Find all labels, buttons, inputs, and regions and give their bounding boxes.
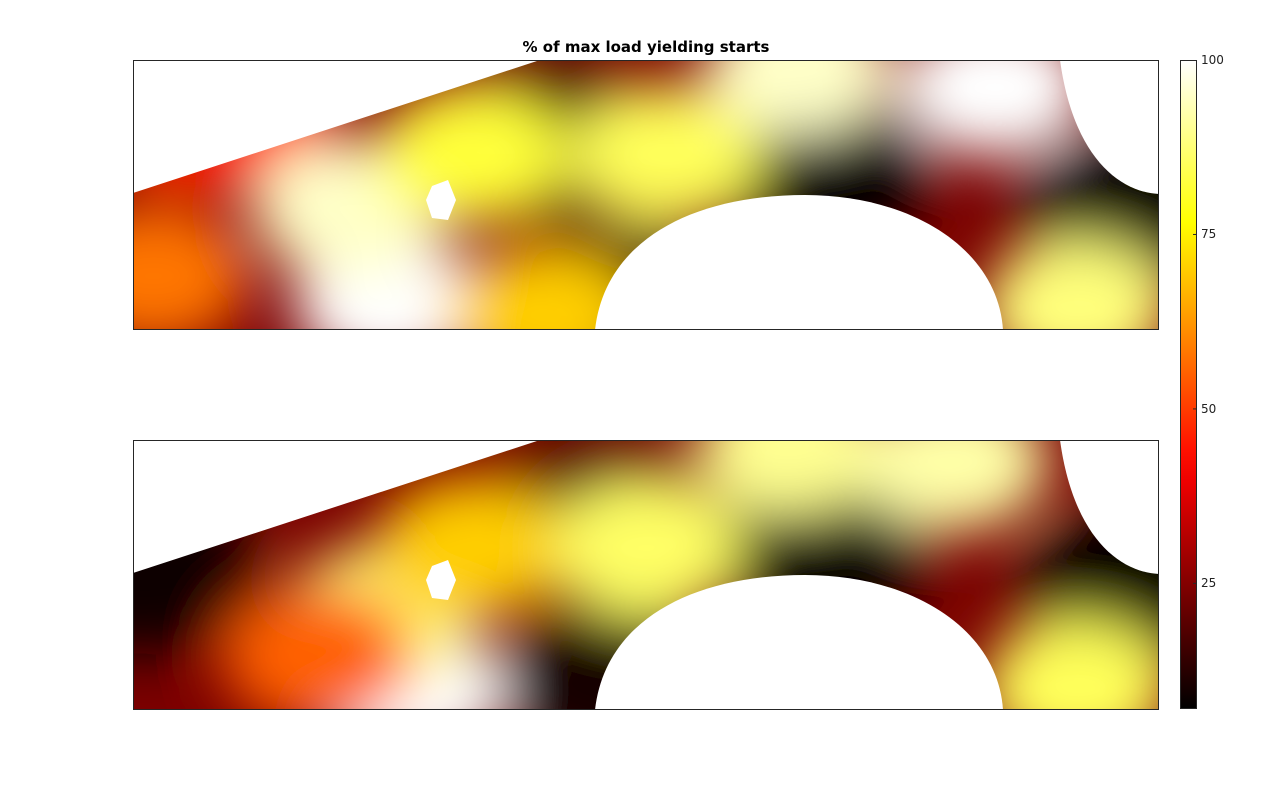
hotspot-11 [981,618,1159,710]
colorbar-tick-label: 75 [1201,227,1217,242]
heatmap-svg-1 [133,440,1159,710]
hotspot-10 [858,440,1049,532]
cutout-2 [1060,60,1159,194]
hotspot-13 [133,206,249,330]
axes-box [133,60,1159,330]
heatmap-panel-top [133,60,1159,330]
cutout-2 [1060,440,1159,574]
cutout-0 [133,60,540,193]
hotspot-11 [981,238,1159,330]
hotspot-7 [376,84,567,225]
hotspot-9 [704,60,895,136]
cutout-0 [133,440,540,573]
colorbar-svg [1180,59,1197,709]
cutout-1 [595,195,1003,330]
chart-title: % of max load yielding starts [522,38,770,56]
heatmap-svg-0 [133,60,1159,330]
cutout-1 [595,575,1003,710]
colorbar-tick-label: 100 [1201,53,1224,67]
cutout-3 [426,180,456,220]
cutout-3 [426,560,456,600]
hotspot-12 [222,586,413,710]
hotspot-8 [571,84,762,225]
colorbar-tick-label: 25 [1201,576,1217,591]
hotspot-9 [694,440,885,516]
axes-box [133,440,1159,710]
hotspot-8 [551,478,741,618]
hotspot-7 [376,478,567,618]
colorbar [1180,59,1197,709]
hotspot-12 [448,246,639,330]
colorbar-tick-label: 50 [1201,401,1217,416]
heatmap-panel-bottom [133,440,1159,710]
hotspot-10 [899,60,1090,157]
colorbar-gradient [1180,60,1197,709]
